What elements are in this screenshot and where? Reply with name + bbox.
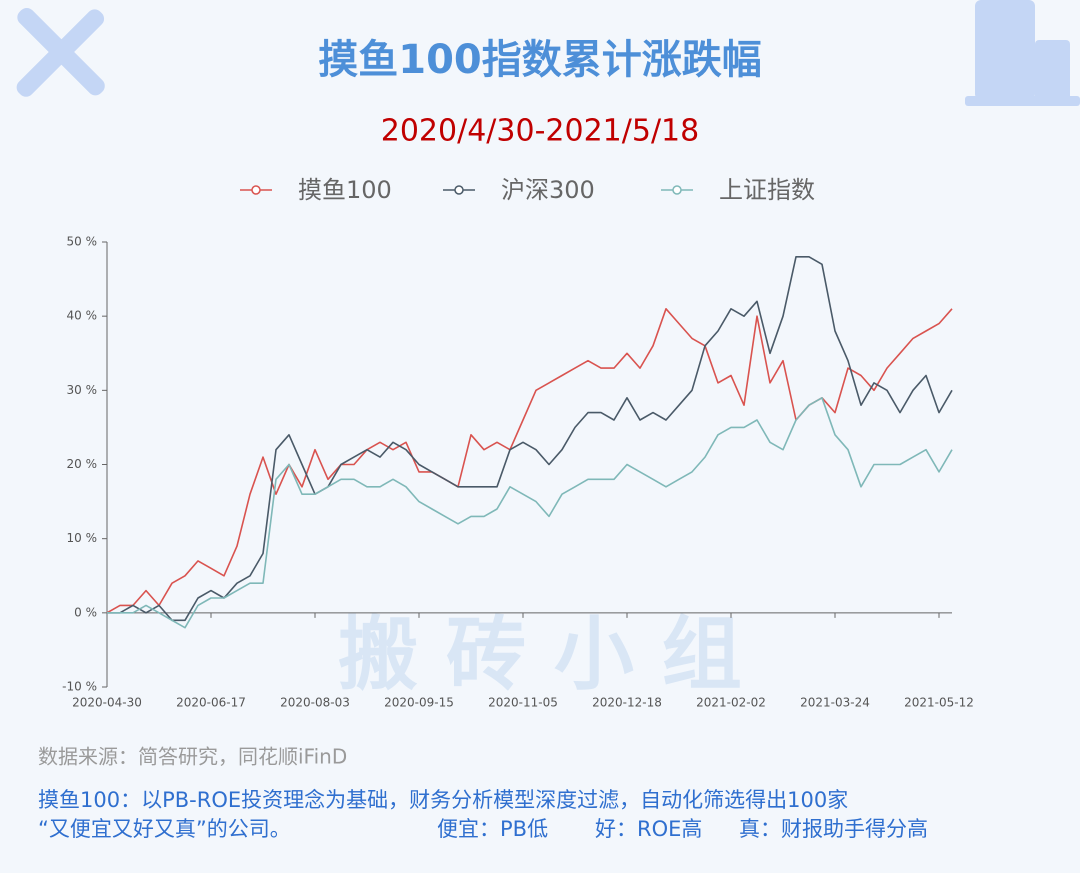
x-tick-label: 2021-03-24 (800, 696, 870, 710)
building-icon (965, 0, 1080, 106)
x-tick-label: 2020-11-05 (488, 696, 558, 710)
x-tick-label: 2020-09-15 (384, 696, 454, 710)
note: 好：ROE高 (595, 817, 702, 841)
legend-marker (251, 185, 261, 195)
legend-marker (454, 185, 464, 195)
source: 数据来源：简答研究，同花顺iFinD (38, 745, 347, 769)
x-tick-label: 2020-04-30 (72, 696, 142, 710)
legend-label: 沪深300 (501, 176, 595, 204)
series-line (107, 256, 953, 622)
x-tick-label: 2020-12-18 (592, 696, 662, 710)
tools-icon (16, 7, 105, 97)
x-tick-label: 2020-08-03 (280, 696, 350, 710)
legend-marker (672, 185, 682, 195)
x-tick-label: 2021-02-02 (696, 696, 766, 710)
y-tick-label: 40 % (67, 309, 98, 323)
legend-label: 摸鱼100 (298, 176, 392, 204)
legend-label: 上证指数 (719, 176, 815, 204)
y-tick-label: 50 % (67, 235, 98, 249)
note: 便宜：PB低 (437, 817, 548, 841)
note: “又便宜又好又真”的公司。 (38, 817, 291, 841)
chart-subtitle: 2020/4/30-2021/5/18 (381, 114, 699, 149)
series-line (106, 308, 953, 614)
chart-title: 摸鱼100指数累计涨跌幅 (318, 37, 762, 83)
x-tick-label: 2020-06-17 (176, 696, 246, 710)
x-tick-label: 2021-05-12 (904, 696, 974, 710)
watermark: 搬 砖 小 组 (338, 608, 742, 701)
y-tick-label: -10 % (62, 680, 97, 694)
note: 真：财报助手得分高 (739, 817, 928, 841)
y-tick-label: 0 % (74, 605, 97, 619)
note: 摸鱼100：以PB-ROE投资理念为基础，财务分析模型深度过滤，自动化筛选得出1… (38, 788, 848, 812)
y-tick-label: 10 % (67, 531, 98, 545)
y-tick-label: 30 % (67, 383, 98, 397)
series-line (107, 397, 953, 629)
y-tick-label: 20 % (67, 457, 98, 471)
